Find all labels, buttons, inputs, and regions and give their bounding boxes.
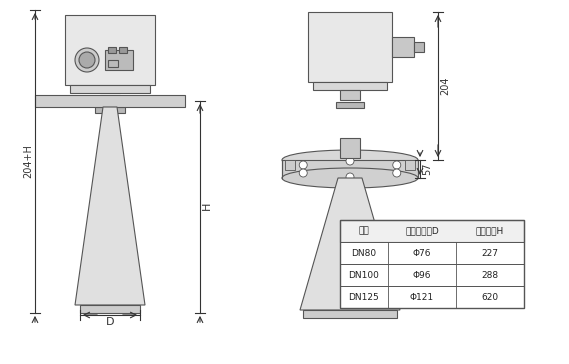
Bar [285,160,295,170]
Circle shape [75,48,99,72]
Bar [108,47,116,53]
Text: Φ96: Φ96 [413,270,431,280]
Bar [70,85,150,93]
Text: 测吐口直径D: 测吐口直径D [405,226,439,236]
Bar [414,42,424,52]
Bar [340,242,524,264]
Bar [100,95,120,105]
Text: DN80: DN80 [352,249,377,257]
Text: 法兰: 法兰 [358,226,369,236]
Bar [392,37,414,57]
Circle shape [79,52,95,68]
Bar [119,47,127,53]
Bar [340,90,360,100]
Bar [340,138,360,158]
Bar [313,82,387,90]
Text: Φ121: Φ121 [410,293,434,301]
Circle shape [299,161,307,169]
Bar [340,286,524,308]
Text: H: H [202,202,212,210]
Circle shape [346,157,354,165]
Bar [340,264,524,286]
Text: DN125: DN125 [349,293,380,301]
Text: 204+H: 204+H [23,144,33,178]
Polygon shape [300,178,400,310]
Text: 测吐高度H: 测吐高度H [476,226,504,236]
Text: Φ76: Φ76 [413,249,431,257]
Ellipse shape [282,150,418,170]
Bar [336,102,364,108]
Bar [108,60,118,67]
Text: 204: 204 [440,77,450,95]
Bar [308,12,392,82]
Ellipse shape [282,168,418,188]
Bar [405,160,415,170]
Text: DN100: DN100 [349,270,380,280]
Text: 620: 620 [481,293,498,301]
Text: 227: 227 [481,249,498,257]
Circle shape [393,161,401,169]
Polygon shape [75,107,145,305]
Bar [80,305,140,313]
Circle shape [299,169,307,177]
Bar [65,15,155,85]
Bar [95,107,125,113]
Bar [35,95,185,107]
Bar [303,310,397,318]
Circle shape [346,173,354,181]
Bar [282,160,418,178]
Bar [340,220,524,242]
Circle shape [393,169,401,177]
Text: D: D [106,317,114,327]
Text: 57: 57 [422,163,432,175]
Text: 288: 288 [481,270,498,280]
Bar [340,220,524,308]
Bar [105,50,133,70]
